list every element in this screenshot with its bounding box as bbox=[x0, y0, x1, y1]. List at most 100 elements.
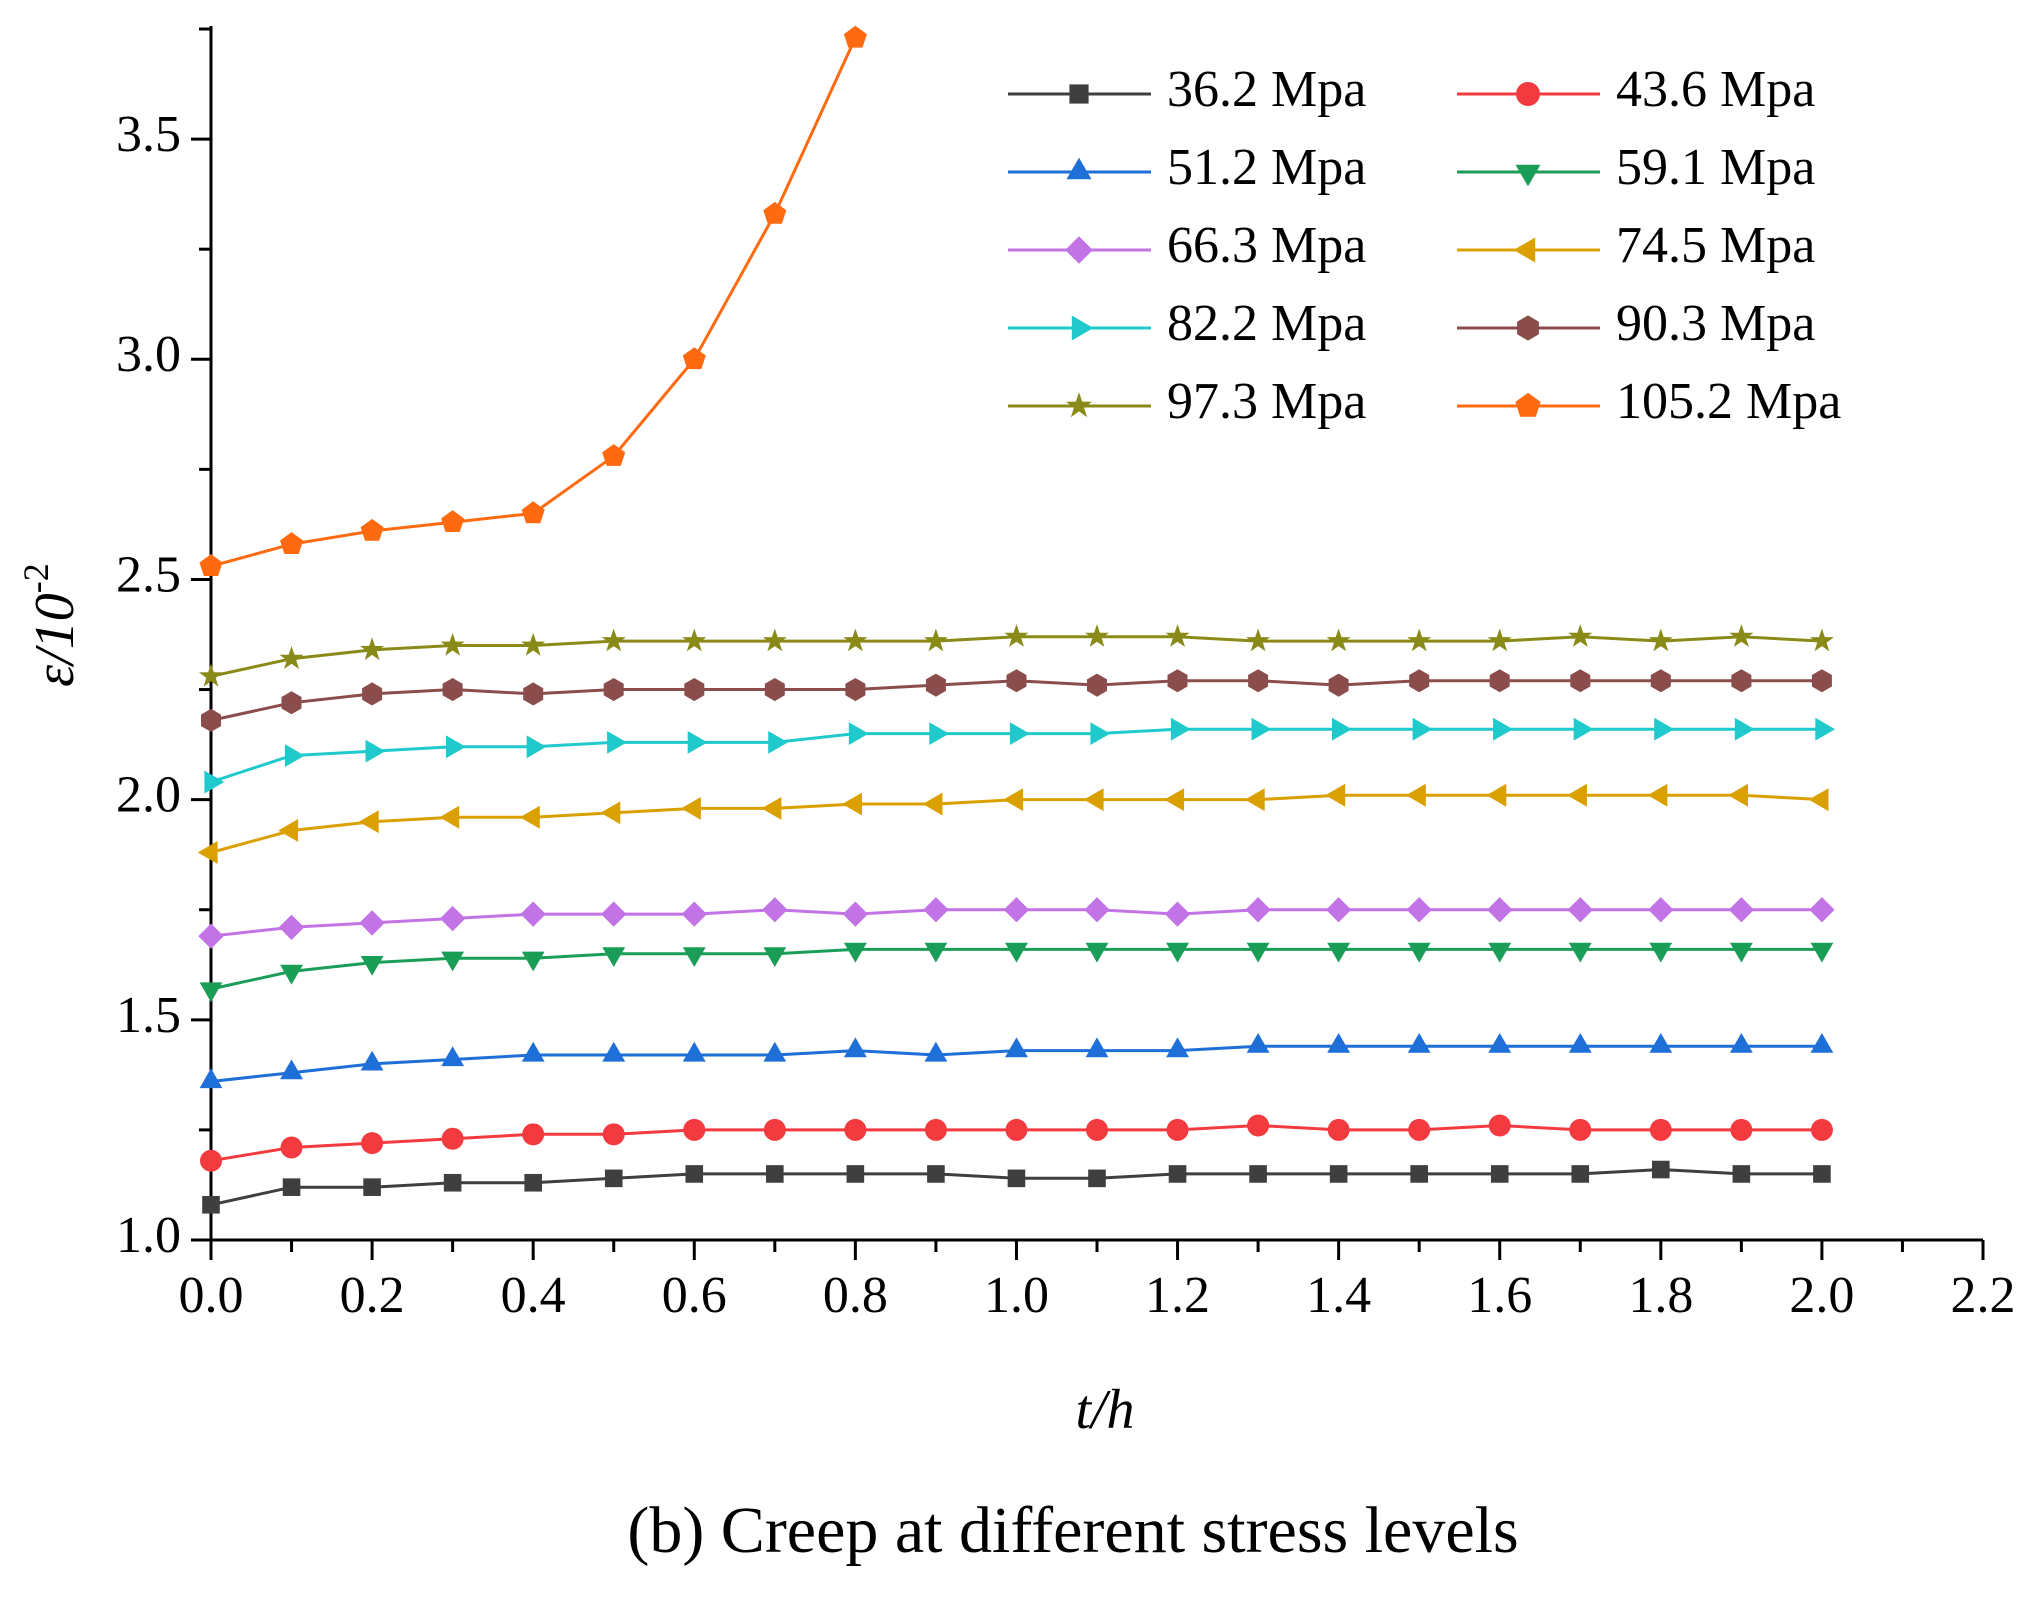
series-line bbox=[210, 37, 857, 568]
marker bbox=[1084, 897, 1110, 923]
y-tick-label: 3.0 bbox=[116, 326, 181, 383]
series bbox=[197, 783, 1829, 864]
marker bbox=[684, 678, 705, 702]
marker bbox=[602, 444, 626, 466]
x-tick-label: 0.0 bbox=[179, 1267, 244, 1324]
marker bbox=[845, 678, 866, 702]
marker bbox=[1568, 1033, 1592, 1053]
marker bbox=[929, 722, 950, 745]
marker bbox=[1167, 669, 1188, 693]
marker bbox=[446, 735, 466, 759]
marker bbox=[1729, 624, 1754, 647]
marker bbox=[204, 770, 225, 794]
legend-label: 51.2 Mpa bbox=[1167, 139, 1366, 196]
marker bbox=[200, 1149, 222, 1172]
marker bbox=[1066, 157, 1092, 180]
legend-item: 97.3 Mpa bbox=[1008, 373, 1366, 430]
marker bbox=[360, 518, 384, 541]
legend-item: 82.2 Mpa bbox=[1008, 295, 1366, 352]
marker bbox=[1652, 1160, 1670, 1179]
marker bbox=[1003, 897, 1030, 923]
marker bbox=[768, 731, 788, 754]
marker bbox=[843, 942, 867, 963]
marker bbox=[1647, 783, 1668, 807]
caption: (b) Creep at different stress levels bbox=[627, 1494, 1518, 1567]
marker bbox=[361, 1132, 384, 1155]
marker bbox=[1809, 897, 1835, 923]
marker bbox=[1567, 897, 1593, 923]
marker bbox=[1325, 783, 1346, 807]
marker bbox=[922, 792, 943, 816]
marker bbox=[1488, 942, 1512, 963]
marker bbox=[520, 805, 540, 829]
marker bbox=[1090, 722, 1111, 745]
marker bbox=[924, 1118, 947, 1141]
marker bbox=[1327, 1118, 1350, 1141]
marker bbox=[280, 964, 303, 985]
marker bbox=[1004, 624, 1029, 647]
legend-label: 90.3 Mpa bbox=[1616, 295, 1815, 352]
marker bbox=[682, 1041, 706, 1062]
marker bbox=[842, 792, 862, 816]
marker bbox=[1166, 942, 1189, 963]
marker bbox=[682, 347, 706, 370]
marker bbox=[199, 1068, 223, 1089]
marker bbox=[1165, 624, 1190, 647]
marker bbox=[199, 554, 223, 576]
marker bbox=[1332, 717, 1352, 741]
marker bbox=[1487, 897, 1513, 923]
marker bbox=[1005, 942, 1028, 963]
marker bbox=[1412, 717, 1433, 741]
marker bbox=[441, 1046, 465, 1067]
marker bbox=[1568, 624, 1593, 647]
marker bbox=[846, 1165, 865, 1183]
marker bbox=[359, 910, 385, 936]
marker bbox=[1654, 717, 1674, 741]
marker bbox=[924, 1041, 948, 1062]
marker bbox=[360, 1050, 384, 1071]
series bbox=[204, 717, 1836, 794]
series bbox=[199, 942, 1834, 1003]
x-tick-label: 1.4 bbox=[1306, 1267, 1371, 1324]
marker bbox=[279, 646, 304, 669]
marker bbox=[1251, 717, 1272, 741]
legend-label: 74.5 Mpa bbox=[1616, 217, 1815, 274]
marker bbox=[199, 982, 223, 1003]
marker bbox=[1085, 942, 1109, 963]
marker bbox=[1410, 1165, 1428, 1183]
marker bbox=[1648, 628, 1673, 652]
marker bbox=[1164, 901, 1191, 927]
marker bbox=[1730, 1118, 1753, 1141]
marker bbox=[763, 1118, 786, 1141]
marker bbox=[521, 501, 545, 524]
marker bbox=[280, 1136, 303, 1159]
marker bbox=[925, 673, 946, 697]
legend-item: 43.6 Mpa bbox=[1457, 61, 1815, 118]
legend-item: 74.5 Mpa bbox=[1457, 217, 1815, 274]
marker bbox=[1407, 942, 1431, 963]
marker bbox=[1810, 1118, 1833, 1141]
x-tick-label: 0.6 bbox=[662, 1267, 727, 1324]
marker bbox=[1728, 897, 1754, 923]
marker bbox=[1007, 1169, 1026, 1188]
series bbox=[200, 1114, 1833, 1172]
marker bbox=[1085, 1037, 1109, 1058]
x-tick-label: 2.0 bbox=[1789, 1267, 1854, 1324]
y-tick-label: 3.5 bbox=[116, 106, 181, 163]
series bbox=[202, 1160, 1831, 1214]
marker bbox=[601, 628, 626, 652]
legend-label: 66.3 Mpa bbox=[1167, 217, 1366, 274]
marker bbox=[1732, 1165, 1751, 1183]
marker bbox=[358, 810, 379, 834]
marker bbox=[681, 901, 707, 927]
marker bbox=[281, 691, 302, 715]
marker bbox=[1488, 1114, 1511, 1137]
marker bbox=[1326, 628, 1351, 652]
marker bbox=[843, 25, 867, 48]
marker bbox=[441, 1127, 464, 1150]
marker bbox=[763, 947, 787, 967]
marker bbox=[1729, 942, 1753, 963]
marker bbox=[1490, 1165, 1509, 1183]
marker bbox=[683, 1118, 706, 1141]
marker bbox=[1648, 897, 1674, 923]
